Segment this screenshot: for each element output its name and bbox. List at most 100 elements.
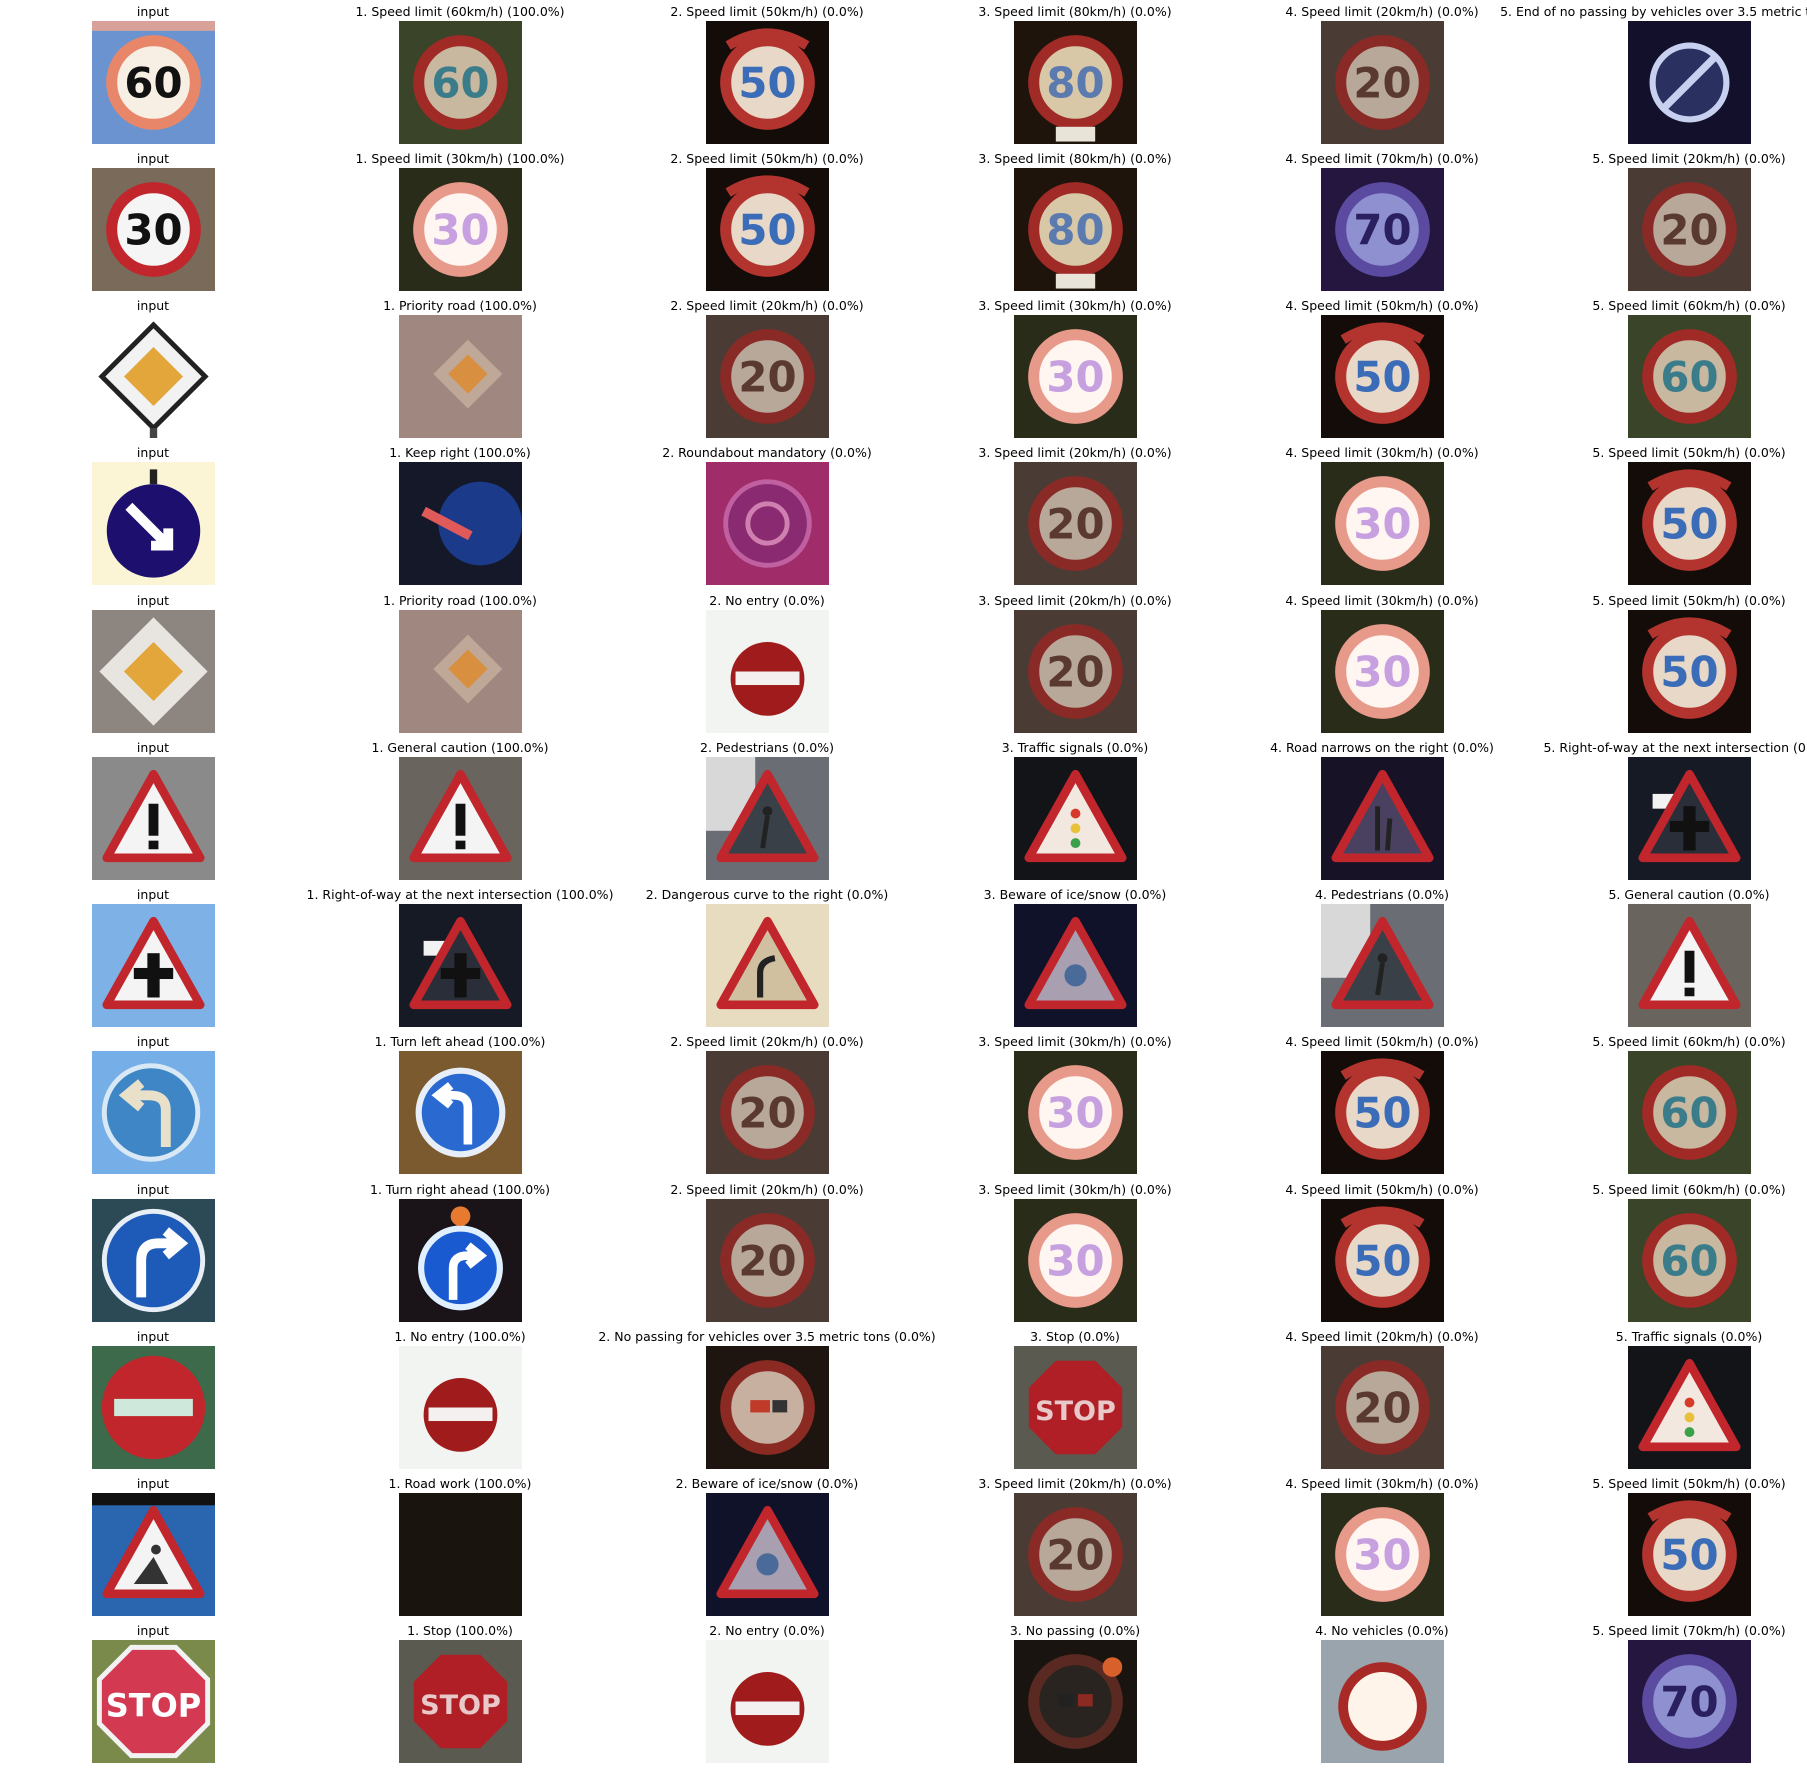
prediction-label: 1. Turn left ahead (100.0%) (374, 1034, 546, 1049)
speed-limit-20-sign-image: 20 (1014, 1493, 1137, 1616)
general-caution-sign-image (399, 757, 522, 880)
speed-limit-80-sign-image: 80 (1014, 21, 1137, 144)
turn-left-sign-image (399, 1051, 522, 1174)
input-cell: input (0, 1472, 306, 1619)
svg-text:20: 20 (1353, 58, 1411, 107)
prediction-label: 1. Speed limit (30km/h) (100.0%) (355, 151, 565, 166)
speed-limit-30-sign-image: 30 (1014, 1051, 1137, 1174)
svg-text:30: 30 (1353, 499, 1411, 548)
prediction-cell: 3. Beware of ice/snow (0.0%) (922, 883, 1228, 1030)
traffic-signals-sign-image (1014, 757, 1137, 880)
prediction-cell: 5. Speed limit (60km/h) (0.0%) 60 (1536, 1178, 1807, 1325)
prediction-cell: 4. Speed limit (50km/h) (0.0%) 50 (1229, 294, 1535, 441)
speed-limit-20-sign-image: 20 (706, 1199, 829, 1322)
input-label: input (136, 445, 170, 460)
prediction-cell: 4. Speed limit (50km/h) (0.0%) 50 (1229, 1030, 1535, 1177)
stop-sign-image: STOP (1014, 1346, 1137, 1469)
input-label: input (136, 4, 170, 19)
prediction-label: 2. No passing for vehicles over 3.5 metr… (598, 1329, 936, 1344)
prediction-label: 5. Speed limit (60km/h) (0.0%) (1592, 1182, 1786, 1197)
prediction-cell: 1. Turn right ahead (100.0%) (307, 1178, 613, 1325)
speed-limit-30-sign-image: 30 (1321, 610, 1444, 733)
prediction-label: 1. Stop (100.0%) (407, 1623, 513, 1638)
prediction-label: 2. Speed limit (20km/h) (0.0%) (670, 1034, 864, 1049)
prediction-label: 5. End of no passing by vehicles over 3.… (1500, 4, 1807, 19)
prediction-label: 1. General caution (100.0%) (371, 740, 549, 755)
svg-text:20: 20 (738, 1236, 796, 1285)
prediction-cell: 2. Beware of ice/snow (0.0%) (614, 1472, 920, 1619)
prediction-cell: 5. Speed limit (70km/h) (0.0%) 70 (1536, 1619, 1807, 1766)
prediction-cell: 3. Speed limit (80km/h) (0.0%) 80 (922, 147, 1228, 294)
general-caution-sign-image (1628, 904, 1751, 1027)
svg-text:50: 50 (1660, 1530, 1718, 1579)
prediction-cell: 1. No entry (100.0%) (307, 1325, 613, 1472)
prediction-cell: 4. Speed limit (20km/h) (0.0%) 20 (1229, 0, 1535, 147)
prediction-cell: 3. Speed limit (20km/h) (0.0%) 20 (922, 1472, 1228, 1619)
prediction-label: 3. Speed limit (80km/h) (0.0%) (978, 4, 1172, 19)
prediction-label: 2. Beware of ice/snow (0.0%) (675, 1476, 859, 1491)
speed-limit-20-sign-image: 20 (1321, 1346, 1444, 1469)
roadwork-input-sign-image (92, 1493, 215, 1616)
prediction-cell: 3. Traffic signals (0.0%) (922, 736, 1228, 883)
prediction-cell: 4. Speed limit (50km/h) (0.0%) 50 (1229, 1178, 1535, 1325)
prediction-label: 4. Speed limit (30km/h) (0.0%) (1285, 1476, 1479, 1491)
speed30-input-sign-image: 30 (92, 168, 215, 291)
svg-text:STOP: STOP (1035, 1396, 1116, 1427)
svg-text:STOP: STOP (420, 1690, 501, 1721)
input-cell: input (0, 736, 306, 883)
svg-text:80: 80 (1046, 58, 1104, 107)
prediction-label: 3. Traffic signals (0.0%) (1001, 740, 1149, 755)
prediction-label: 3. Speed limit (30km/h) (0.0%) (978, 298, 1172, 313)
input-label: input (136, 593, 170, 608)
input-cell: input (0, 294, 306, 441)
prediction-cell: 3. Speed limit (30km/h) (0.0%) 30 (922, 1030, 1228, 1177)
speed-limit-50-sign-image: 50 (1321, 315, 1444, 438)
prediction-cell: 2. Speed limit (20km/h) (0.0%) 20 (614, 294, 920, 441)
speed-limit-60-sign-image: 60 (399, 21, 522, 144)
priority-input-2-sign-image (92, 610, 215, 733)
pedestrians-sign-image (706, 757, 829, 880)
input-cell: input 60 (0, 0, 306, 147)
prediction-label: 2. Speed limit (20km/h) (0.0%) (670, 1182, 864, 1197)
prediction-cell: 5. Traffic signals (0.0%) (1536, 1325, 1807, 1472)
priority-input-sign-image (92, 315, 215, 438)
traffic-signals-sign-image (1628, 1346, 1751, 1469)
input-label: input (136, 1623, 170, 1638)
prediction-label: 4. Speed limit (70km/h) (0.0%) (1285, 151, 1479, 166)
prediction-cell: 2. No passing for vehicles over 3.5 metr… (598, 1325, 936, 1472)
prediction-label: 3. Speed limit (20km/h) (0.0%) (978, 445, 1172, 460)
speed-limit-50-sign-image: 50 (1321, 1051, 1444, 1174)
keepright-input-sign-image (92, 462, 215, 585)
input-label: input (136, 740, 170, 755)
prediction-cell: 3. Speed limit (30km/h) (0.0%) 30 (922, 1178, 1228, 1325)
svg-text:20: 20 (1660, 205, 1718, 254)
prediction-cell: 5. End of no passing by vehicles over 3.… (1500, 0, 1807, 147)
prediction-cell: 1. Speed limit (30km/h) (100.0%) 30 (307, 147, 613, 294)
prediction-cell: 4. Speed limit (30km/h) (0.0%) 30 (1229, 441, 1535, 588)
prediction-cell: 5. Speed limit (50km/h) (0.0%) 50 (1536, 589, 1807, 736)
prediction-cell: 4. Pedestrians (0.0%) (1229, 883, 1535, 1030)
input-label: input (136, 887, 170, 902)
speed-limit-50-sign-image: 50 (1628, 610, 1751, 733)
svg-text:STOP: STOP (106, 1686, 201, 1724)
svg-text:50: 50 (1660, 647, 1718, 696)
svg-text:60: 60 (431, 58, 489, 107)
speed-limit-20-sign-image: 20 (1628, 168, 1751, 291)
no-entry-sign-image (399, 1346, 522, 1469)
input-cell: input 30 (0, 147, 306, 294)
prediction-cell: 4. Speed limit (70km/h) (0.0%) 70 (1229, 147, 1535, 294)
prediction-label: 5. Speed limit (60km/h) (0.0%) (1592, 1034, 1786, 1049)
input-cell: input (0, 589, 306, 736)
prediction-cell: 1. General caution (100.0%) (307, 736, 613, 883)
prediction-label: 4. Speed limit (20km/h) (0.0%) (1285, 4, 1479, 19)
prediction-label: 4. No vehicles (0.0%) (1315, 1623, 1449, 1638)
svg-text:30: 30 (1046, 1236, 1104, 1285)
right-of-way-sign-image (399, 904, 522, 1027)
road-work-sign-image (399, 1493, 522, 1616)
prediction-label: 5. Traffic signals (0.0%) (1615, 1329, 1763, 1344)
input-label: input (136, 151, 170, 166)
input-label: input (136, 1476, 170, 1491)
input-label: input (136, 298, 170, 313)
prediction-label: 3. Speed limit (20km/h) (0.0%) (978, 1476, 1172, 1491)
